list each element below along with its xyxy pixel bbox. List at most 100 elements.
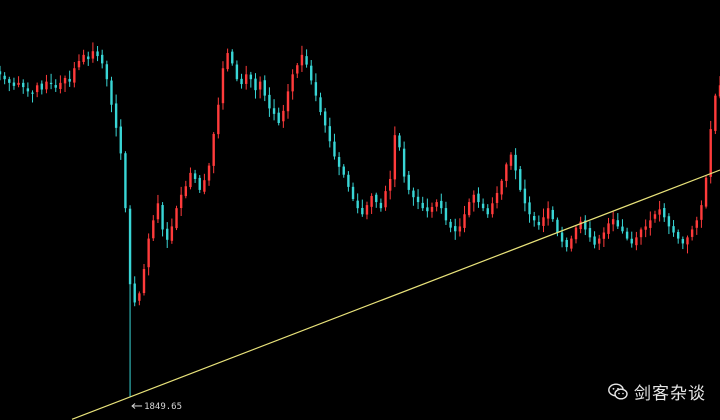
candle-up [718, 85, 720, 97]
candle-up [207, 165, 211, 181]
wechat-icon [608, 383, 628, 400]
candle-down [310, 65, 313, 81]
candle-down [328, 126, 332, 142]
candle-up [152, 220, 155, 239]
candle-up [63, 77, 67, 84]
candle-up [203, 180, 206, 192]
candle-down [314, 82, 318, 96]
candle-down [114, 103, 118, 128]
candle-up [35, 85, 39, 93]
candle-down [630, 238, 633, 244]
candle-down [481, 203, 485, 209]
candle-up [45, 81, 48, 90]
candle-down [588, 228, 592, 238]
candle-up [579, 221, 582, 230]
candle-down [87, 56, 90, 60]
candle-down [523, 188, 527, 204]
candle-up [463, 214, 466, 228]
candle-down [593, 236, 596, 245]
candle-down [421, 202, 424, 209]
candle-down [537, 221, 541, 226]
candle-down [356, 200, 359, 209]
candle-down [8, 79, 11, 83]
candle-down [254, 78, 257, 91]
candle-down [412, 190, 415, 198]
low-marker: 1849.65 [131, 402, 182, 412]
candle-down [96, 51, 99, 57]
candle-down [584, 220, 587, 230]
candle-up [221, 68, 225, 104]
candle-down [166, 228, 169, 240]
candle-down [31, 92, 34, 94]
candle-up [690, 229, 694, 237]
candle-down [268, 94, 271, 109]
candle-down [337, 157, 341, 167]
candle-down [663, 208, 666, 218]
candle-down [676, 232, 680, 239]
candle-up [296, 65, 299, 74]
candle-down [616, 220, 620, 227]
candle-up [509, 154, 513, 166]
candle-down [532, 216, 536, 221]
candle-up [286, 91, 290, 112]
candle-down [133, 283, 136, 303]
candle-up [179, 194, 183, 209]
candle-down [621, 226, 624, 232]
watermark: 剑客杂谈 [608, 379, 706, 404]
candle-up [217, 104, 220, 135]
candle-up [388, 178, 392, 191]
candle-up [59, 82, 62, 89]
candle-down [347, 174, 350, 187]
candle-up [709, 129, 712, 177]
candle-down [128, 208, 132, 285]
candle-up [649, 220, 652, 228]
candle-down [124, 153, 127, 209]
candle-down [105, 64, 109, 80]
candle-down [672, 226, 675, 233]
candle-down [22, 82, 25, 88]
candle-down [277, 112, 280, 123]
candle-down [198, 177, 201, 190]
candle-up [700, 205, 703, 220]
support-trendline [71, 169, 720, 420]
candle-up [472, 194, 476, 203]
candle-up [430, 206, 434, 212]
candle-up [695, 220, 698, 228]
candle-down [379, 202, 383, 209]
candle-up [282, 110, 285, 122]
candle-up [156, 203, 160, 220]
candle-down [100, 54, 104, 64]
candle-up [175, 208, 178, 229]
candle-up [686, 237, 689, 245]
low-price-label: 1849.65 [144, 402, 182, 412]
candle-up [91, 51, 95, 59]
candle-up [505, 164, 508, 181]
candle-up [365, 205, 369, 215]
candle-down [440, 200, 443, 209]
candle-up [467, 202, 471, 216]
candle-up [546, 208, 550, 219]
candle-up [639, 229, 643, 238]
candle-up [189, 172, 192, 188]
candle-down [54, 85, 57, 88]
candle-down [351, 186, 355, 200]
candle-down [556, 219, 559, 233]
candle-up [384, 191, 387, 208]
candle-up [491, 203, 494, 215]
candle-up [291, 74, 294, 92]
candle-up [17, 82, 20, 85]
candle-down [249, 74, 253, 80]
candle-down [0, 71, 2, 75]
candle-down [323, 111, 327, 126]
candle-up [607, 223, 610, 234]
candle-down [161, 205, 164, 230]
candle-down [449, 221, 452, 228]
candle-up [147, 238, 150, 268]
candle-up [611, 219, 615, 225]
candle-down [26, 88, 30, 92]
candle-up [495, 192, 499, 203]
candle-down [49, 82, 53, 85]
candle-down [193, 173, 197, 179]
candle-up [138, 293, 141, 301]
